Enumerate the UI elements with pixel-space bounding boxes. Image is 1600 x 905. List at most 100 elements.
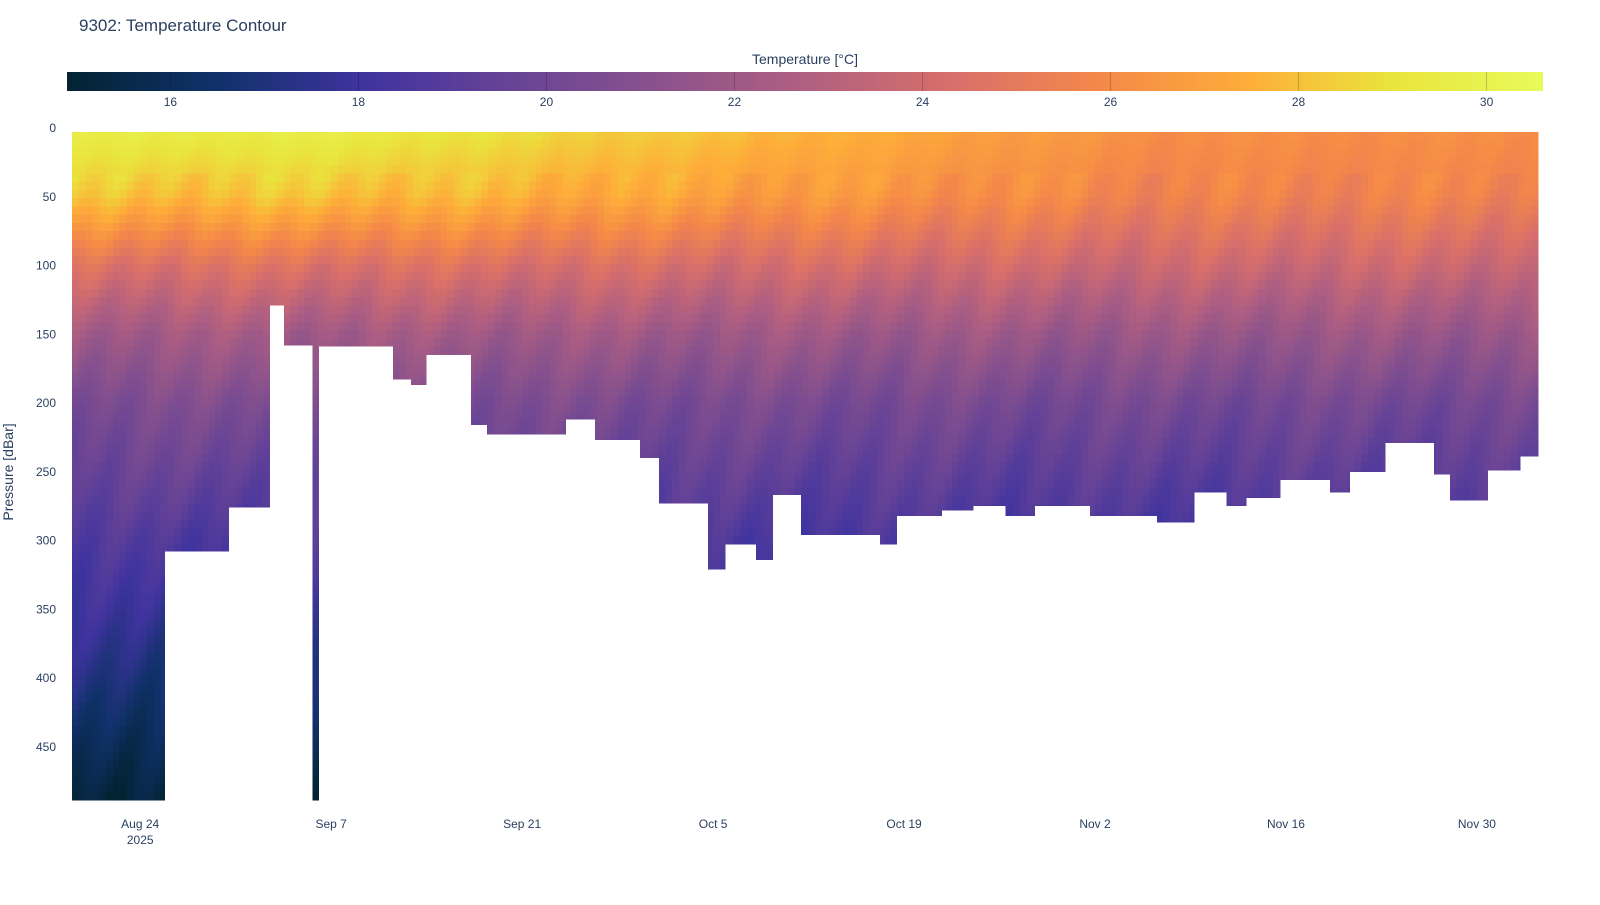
contour-cell [386, 231, 393, 240]
contour-cell [174, 289, 181, 298]
contour-cell [72, 512, 79, 521]
contour-cell [174, 190, 181, 199]
contour-cell [120, 429, 127, 438]
contour-cell [195, 206, 202, 215]
contour-cell [72, 685, 79, 694]
contour-cell [140, 561, 147, 570]
contour-cell [222, 215, 229, 224]
contour-cell [440, 289, 447, 298]
contour-cell [399, 206, 406, 215]
contour-cell [195, 272, 202, 281]
contour-cell [99, 248, 106, 257]
contour-cell [277, 297, 284, 306]
contour-cell [263, 281, 270, 290]
contour-cell [127, 413, 134, 422]
contour-cell [236, 338, 243, 347]
contour-cell [474, 314, 481, 323]
contour-cell [434, 281, 441, 290]
contour-cell [311, 330, 318, 339]
contour-cell [140, 239, 147, 248]
contour-cell [147, 223, 154, 232]
contour-cell [127, 404, 134, 413]
contour-cell [454, 182, 461, 191]
contour-cell [120, 264, 127, 273]
contour-cell [140, 165, 147, 174]
contour-cell [236, 347, 243, 356]
contour-cell [222, 363, 229, 372]
contour-cell [454, 173, 461, 182]
contour-cell [311, 198, 318, 207]
contour-cell [93, 776, 100, 785]
contour-cell [161, 206, 168, 215]
contour-cell [86, 198, 93, 207]
contour-cell [72, 767, 79, 776]
contour-cell [72, 363, 79, 372]
contour-cell [72, 503, 79, 512]
contour-cell [215, 536, 222, 545]
contour-cell [386, 322, 393, 331]
contour-cell [243, 396, 250, 405]
contour-cell [188, 503, 195, 512]
contour-cell [72, 132, 79, 141]
contour-cell [379, 231, 386, 240]
contour-cell [297, 223, 304, 232]
contour-cell [147, 743, 154, 752]
contour-cell [188, 413, 195, 422]
contour-cell [181, 322, 188, 331]
contour-cell [202, 487, 209, 496]
contour-cell [93, 602, 100, 611]
contour-cell [99, 512, 106, 521]
contour-cell [72, 140, 79, 149]
contour-cell [434, 297, 441, 306]
contour-cell [352, 272, 359, 281]
contour-cell [222, 371, 229, 380]
contour-cell [474, 305, 481, 314]
contour-cell [93, 644, 100, 653]
contour-cell [113, 470, 120, 479]
contour-cell [365, 132, 372, 141]
contour-cell [154, 553, 161, 562]
contour-cell [468, 248, 475, 257]
contour-cell [304, 297, 311, 306]
contour-cell [133, 660, 140, 669]
contour-cell [127, 231, 134, 240]
contour-cell [249, 429, 256, 438]
contour-cell [99, 792, 106, 801]
contour-cell [120, 578, 127, 587]
contour-cell [188, 289, 195, 298]
colorbar-tick-label: 18 [352, 95, 366, 109]
contour-cell [468, 305, 475, 314]
contour-cell [72, 454, 79, 463]
contour-cell [154, 545, 161, 554]
contour-cell [133, 132, 140, 141]
contour-cell [399, 223, 406, 232]
contour-cell [174, 297, 181, 306]
contour-cell [154, 701, 161, 710]
contour-cell [338, 206, 345, 215]
contour-cell [174, 314, 181, 323]
contour-cell [72, 701, 79, 710]
contour-cell [106, 594, 113, 603]
contour-cell [195, 479, 202, 488]
contour-cell [174, 239, 181, 248]
contour-cell [174, 281, 181, 290]
contour-cell [372, 223, 379, 232]
contour-cell [99, 784, 106, 793]
contour-cell [304, 182, 311, 191]
contour-cell [195, 314, 202, 323]
contour-cell [222, 140, 229, 149]
contour-cell [311, 190, 318, 199]
contour-cell [72, 289, 79, 298]
contour-cell [202, 479, 209, 488]
contour-cell [413, 231, 420, 240]
contour-cell [215, 215, 222, 224]
contour-cell [113, 528, 120, 537]
contour-cell [352, 264, 359, 273]
contour-cell [208, 503, 215, 512]
contour-cell [488, 314, 495, 323]
contour-cell [174, 536, 181, 545]
contour-cell [147, 611, 154, 620]
contour-cell [215, 520, 222, 529]
contour-cell [127, 635, 134, 644]
